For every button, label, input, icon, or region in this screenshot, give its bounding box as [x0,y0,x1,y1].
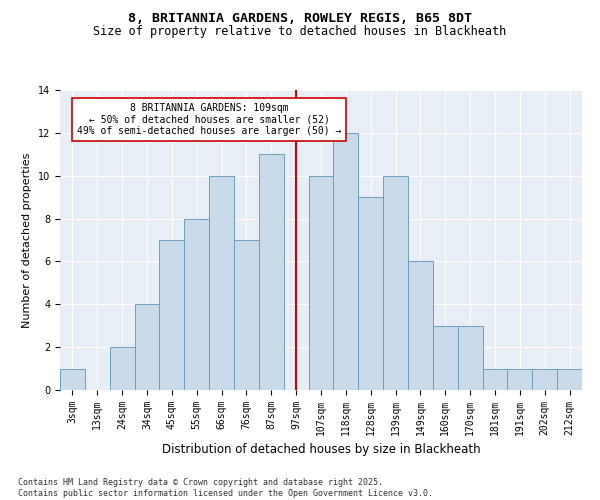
Text: Contains HM Land Registry data © Crown copyright and database right 2025.
Contai: Contains HM Land Registry data © Crown c… [18,478,433,498]
Bar [184,218,209,390]
Bar [234,240,259,390]
Bar [334,133,358,390]
Bar [358,197,383,390]
Bar [134,304,160,390]
Bar [508,368,532,390]
Text: 8 BRITANNIA GARDENS: 109sqm
← 50% of detached houses are smaller (52)
49% of sem: 8 BRITANNIA GARDENS: 109sqm ← 50% of det… [77,103,341,136]
Bar [259,154,284,390]
Bar [482,368,508,390]
Bar [110,347,134,390]
Text: Size of property relative to detached houses in Blackheath: Size of property relative to detached ho… [94,25,506,38]
Bar [60,368,85,390]
Y-axis label: Number of detached properties: Number of detached properties [22,152,32,328]
Bar [160,240,184,390]
Bar [209,176,234,390]
Bar [557,368,582,390]
Bar [383,176,408,390]
Bar [308,176,334,390]
Bar [408,262,433,390]
Bar [433,326,458,390]
Bar [532,368,557,390]
Bar [458,326,482,390]
X-axis label: Distribution of detached houses by size in Blackheath: Distribution of detached houses by size … [161,444,481,456]
Text: 8, BRITANNIA GARDENS, ROWLEY REGIS, B65 8DT: 8, BRITANNIA GARDENS, ROWLEY REGIS, B65 … [128,12,472,26]
